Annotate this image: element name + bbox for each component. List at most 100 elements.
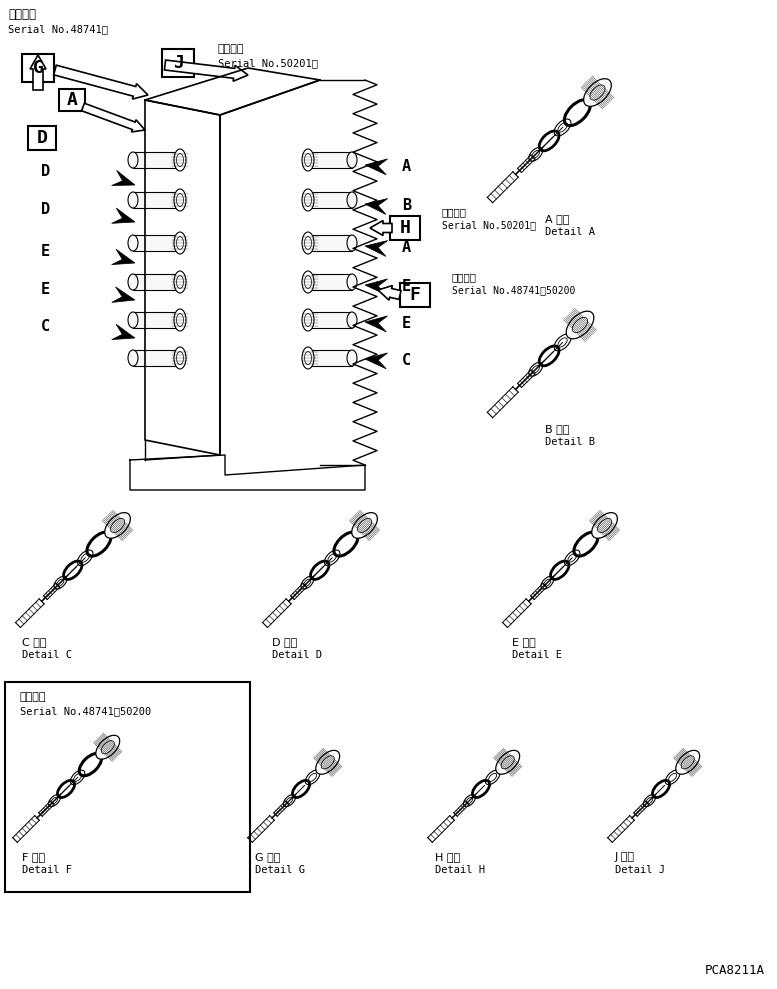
Polygon shape bbox=[54, 65, 148, 99]
Polygon shape bbox=[365, 159, 388, 175]
Polygon shape bbox=[30, 55, 46, 90]
Ellipse shape bbox=[174, 189, 186, 211]
Bar bbox=[133, 350, 178, 366]
Polygon shape bbox=[112, 170, 135, 186]
Polygon shape bbox=[365, 240, 388, 256]
Polygon shape bbox=[365, 279, 388, 295]
Bar bbox=[310, 312, 352, 328]
Ellipse shape bbox=[347, 152, 357, 168]
Bar bbox=[133, 235, 178, 251]
Ellipse shape bbox=[302, 232, 314, 254]
Text: E 詳細: E 詳細 bbox=[512, 637, 536, 647]
Polygon shape bbox=[112, 324, 135, 339]
Bar bbox=[310, 274, 352, 290]
Text: Serial No.48741～: Serial No.48741～ bbox=[8, 24, 108, 34]
Polygon shape bbox=[82, 103, 145, 132]
Text: D: D bbox=[41, 164, 50, 179]
Text: C: C bbox=[402, 353, 411, 368]
Ellipse shape bbox=[174, 309, 186, 331]
Text: 適用号機: 適用号機 bbox=[20, 692, 47, 702]
Text: Detail J: Detail J bbox=[615, 865, 665, 875]
Bar bbox=[133, 274, 178, 290]
Text: Serial No.48741～50200: Serial No.48741～50200 bbox=[452, 285, 576, 295]
Bar bbox=[133, 152, 178, 168]
Text: E: E bbox=[41, 244, 50, 259]
Ellipse shape bbox=[302, 347, 314, 369]
Text: Detail F: Detail F bbox=[22, 865, 72, 875]
Polygon shape bbox=[165, 60, 248, 81]
Text: E: E bbox=[402, 316, 411, 331]
Text: H 詳細: H 詳細 bbox=[435, 852, 460, 862]
Text: Detail H: Detail H bbox=[435, 865, 485, 875]
Text: G: G bbox=[33, 59, 44, 77]
Text: 適用号機: 適用号機 bbox=[8, 8, 36, 21]
Text: 適用号機: 適用号機 bbox=[452, 272, 477, 282]
Ellipse shape bbox=[676, 751, 699, 774]
Text: D: D bbox=[41, 203, 50, 218]
Ellipse shape bbox=[584, 79, 611, 107]
Ellipse shape bbox=[128, 192, 138, 208]
Bar bbox=[59, 89, 85, 111]
Text: H: H bbox=[399, 219, 410, 237]
Ellipse shape bbox=[496, 751, 520, 774]
Ellipse shape bbox=[174, 347, 186, 369]
Text: E: E bbox=[41, 283, 50, 298]
Ellipse shape bbox=[174, 232, 186, 254]
Ellipse shape bbox=[128, 274, 138, 290]
Ellipse shape bbox=[302, 271, 314, 293]
Polygon shape bbox=[365, 199, 388, 215]
Ellipse shape bbox=[347, 274, 357, 290]
Text: D: D bbox=[37, 129, 47, 147]
Bar bbox=[22, 54, 54, 82]
Text: Detail C: Detail C bbox=[22, 650, 72, 660]
Text: F: F bbox=[409, 286, 420, 304]
Text: Detail E: Detail E bbox=[512, 650, 562, 660]
Polygon shape bbox=[112, 287, 135, 303]
Ellipse shape bbox=[347, 192, 357, 208]
Text: J: J bbox=[172, 54, 183, 72]
Text: E: E bbox=[402, 279, 411, 294]
Text: D 詳細: D 詳細 bbox=[272, 637, 298, 647]
Text: Detail G: Detail G bbox=[255, 865, 305, 875]
Ellipse shape bbox=[128, 350, 138, 366]
Ellipse shape bbox=[174, 271, 186, 293]
Ellipse shape bbox=[347, 350, 357, 366]
Polygon shape bbox=[365, 315, 388, 332]
Ellipse shape bbox=[128, 235, 138, 251]
Ellipse shape bbox=[347, 312, 357, 328]
Text: Detail B: Detail B bbox=[545, 437, 595, 447]
Ellipse shape bbox=[566, 312, 594, 339]
Text: Serial No.50201～: Serial No.50201～ bbox=[442, 220, 536, 230]
Ellipse shape bbox=[352, 512, 378, 538]
Polygon shape bbox=[365, 353, 388, 369]
Ellipse shape bbox=[315, 751, 340, 774]
Polygon shape bbox=[112, 208, 135, 224]
Text: G 詳細: G 詳細 bbox=[255, 852, 280, 862]
Ellipse shape bbox=[592, 512, 618, 538]
Bar bbox=[390, 216, 420, 240]
Ellipse shape bbox=[302, 309, 314, 331]
Text: A 詳細: A 詳細 bbox=[545, 214, 570, 224]
Text: Detail A: Detail A bbox=[545, 227, 595, 237]
Ellipse shape bbox=[302, 189, 314, 211]
Text: Detail D: Detail D bbox=[272, 650, 322, 660]
Text: J 詳細: J 詳細 bbox=[615, 852, 635, 862]
Ellipse shape bbox=[105, 512, 131, 538]
Bar bbox=[400, 283, 430, 307]
Ellipse shape bbox=[302, 149, 314, 171]
Polygon shape bbox=[370, 221, 392, 235]
Text: A: A bbox=[402, 159, 411, 174]
Text: B: B bbox=[402, 199, 411, 214]
Bar bbox=[310, 235, 352, 251]
Text: 適用号機: 適用号機 bbox=[442, 207, 467, 217]
Polygon shape bbox=[378, 286, 401, 301]
Bar bbox=[310, 192, 352, 208]
Bar bbox=[28, 126, 56, 150]
Text: B 詳細: B 詳細 bbox=[545, 424, 570, 434]
Text: PCA8211A: PCA8211A bbox=[705, 963, 765, 976]
Text: A: A bbox=[67, 91, 78, 109]
Text: C: C bbox=[41, 319, 50, 334]
Ellipse shape bbox=[96, 735, 120, 760]
Bar bbox=[133, 312, 178, 328]
Bar bbox=[310, 152, 352, 168]
